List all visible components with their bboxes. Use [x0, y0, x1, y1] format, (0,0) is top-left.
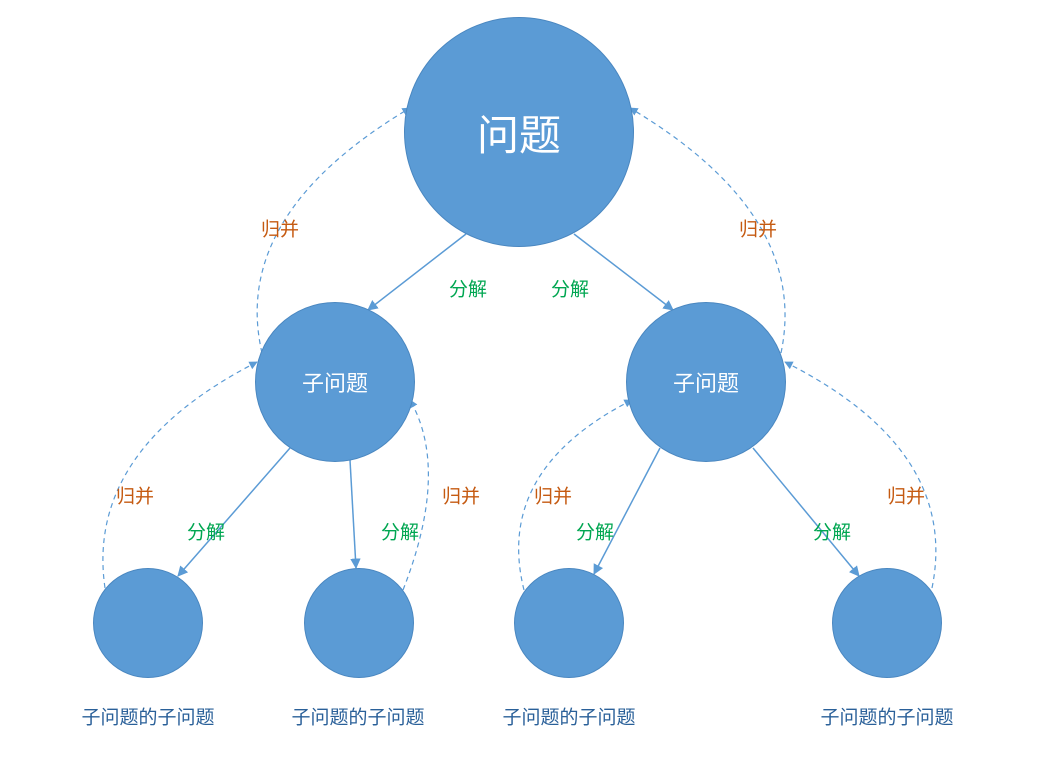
- edge-label: 归并: [261, 215, 299, 242]
- node-label: 子问题: [673, 366, 739, 398]
- node-sub1: 子问题: [255, 302, 415, 462]
- edge-merge: [785, 362, 936, 588]
- edge-label: 分解: [381, 518, 419, 545]
- node-label: 问题: [477, 102, 561, 163]
- edge-merge: [103, 362, 257, 588]
- node-leaf3: [514, 568, 624, 678]
- edge-label: 分解: [449, 275, 487, 302]
- node-sub2: 子问题: [626, 302, 786, 462]
- leaf-label: 子问题的子问题: [820, 703, 953, 730]
- edge-label: 分解: [551, 275, 589, 302]
- node-label: 子问题: [302, 366, 368, 398]
- leaf-label: 子问题的子问题: [81, 703, 214, 730]
- edge-label: 归并: [534, 482, 572, 509]
- node-leaf1: [93, 568, 203, 678]
- node-leaf4: [832, 568, 942, 678]
- edge-label: 归并: [887, 482, 925, 509]
- edge-merge: [403, 400, 428, 590]
- edge-decompose: [350, 460, 356, 568]
- edge-label: 分解: [187, 518, 225, 545]
- node-leaf2: [304, 568, 414, 678]
- edge-decompose: [178, 448, 290, 576]
- edge-decompose: [753, 448, 859, 576]
- edge-decompose: [594, 448, 660, 574]
- edge-label: 归并: [739, 215, 777, 242]
- edge-label: 分解: [813, 518, 851, 545]
- diagram-container: 问题子问题子问题 分解分解归并归并分解分解分解分解归并归并归并归并子问题的子问题…: [0, 0, 1055, 761]
- edge-label: 归并: [116, 482, 154, 509]
- node-root: 问题: [404, 17, 634, 247]
- leaf-label: 子问题的子问题: [502, 703, 635, 730]
- edge-label: 归并: [442, 482, 480, 509]
- leaf-label: 子问题的子问题: [291, 703, 424, 730]
- edge-label: 分解: [576, 518, 614, 545]
